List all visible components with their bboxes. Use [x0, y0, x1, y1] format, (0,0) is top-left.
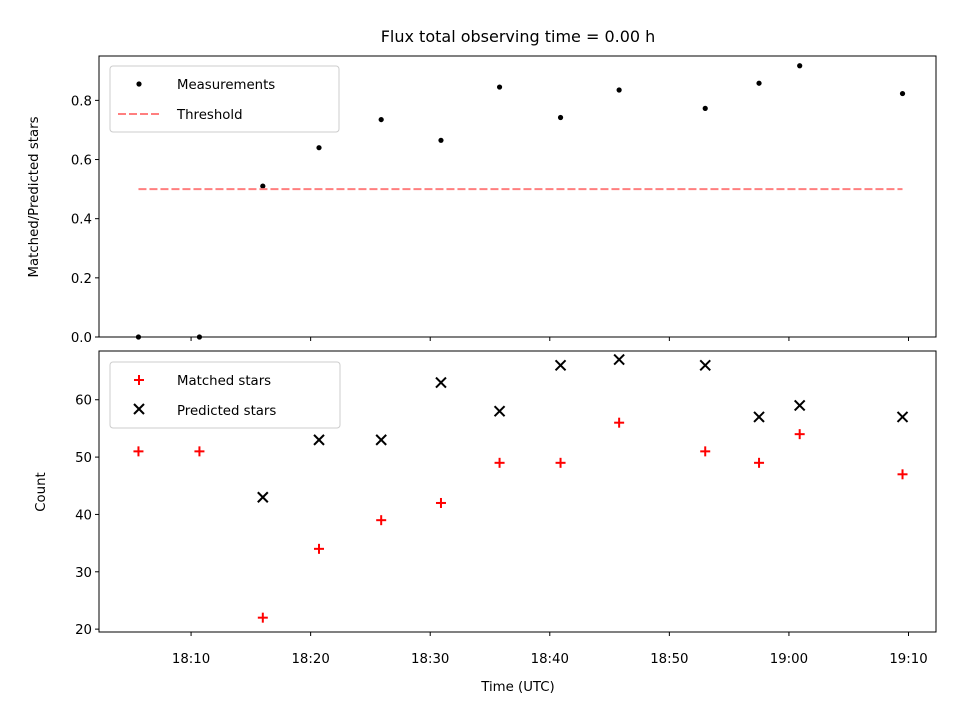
top-y-tick-label: 0.2: [71, 272, 92, 287]
x-tick-label: 18:30: [411, 652, 449, 667]
measurements-point: [438, 137, 444, 143]
matched-stars-point: [794, 429, 805, 440]
x-tick-label: 19:00: [770, 652, 808, 667]
measurements-point: [496, 84, 503, 90]
top-y-tick-label: 0.0: [71, 331, 92, 346]
legend-measurements-label: Measurements: [177, 78, 275, 93]
measurements-point: [557, 114, 564, 121]
top-y-tick-label: 0.6: [71, 154, 92, 169]
bottom-y-tick-label: 40: [75, 508, 92, 523]
predicted-stars-point: [793, 399, 806, 412]
top-y-axis-label: Matched/Predicted stars: [27, 116, 42, 277]
legend-measurements-marker: [136, 81, 142, 87]
predicted-stars-point: [375, 434, 387, 446]
x-axis-label: Time (UTC): [480, 680, 555, 695]
measurements-point: [756, 80, 762, 86]
legend-predicted-marker: [133, 403, 145, 415]
top-y-tick-label: 0.4: [71, 213, 92, 228]
predicted-stars-point: [699, 359, 711, 372]
matched-stars-point: [700, 446, 711, 457]
predicted-stars-point: [753, 411, 765, 423]
bottom-plot-area: [98, 350, 937, 633]
bottom-legend: Matched stars Predicted stars: [109, 361, 341, 429]
matched-stars-point: [194, 446, 205, 457]
x-tick-label: 19:10: [889, 652, 927, 667]
top-plot-area: [98, 55, 937, 338]
bottom-y-tick-label: 30: [75, 566, 92, 581]
legend-predicted-label: Predicted stars: [177, 404, 276, 419]
top-legend: Measurements Threshold: [109, 65, 340, 133]
measurements-point: [316, 145, 322, 151]
predicted-stars-point: [613, 353, 625, 366]
top-y-tick-label: 0.8: [71, 94, 92, 109]
measurements-point: [616, 87, 622, 93]
matched-stars-point: [257, 612, 268, 623]
bottom-y-tick-label: 50: [75, 451, 92, 466]
predicted-stars-point: [493, 405, 506, 417]
matched-stars-point: [376, 515, 387, 526]
measurements-point: [378, 116, 384, 123]
measurements-point: [702, 105, 708, 111]
legend-matched-marker: [134, 375, 144, 385]
predicted-stars-point: [257, 491, 269, 503]
matched-stars-point: [435, 497, 446, 508]
x-tick-label: 18:10: [172, 652, 210, 667]
predicted-stars-point: [896, 411, 909, 423]
matched-stars-point: [897, 469, 908, 480]
legend-threshold-label: Threshold: [176, 108, 243, 123]
predicted-stars-point: [435, 376, 447, 389]
measurements-point: [196, 334, 203, 340]
x-tick-label: 18:40: [531, 652, 569, 667]
bottom-panel: 20 30 40 50 60 18:10 18:20 18:30 18:40 18:50 19:0…: [34, 350, 937, 695]
matched-stars-point: [133, 446, 144, 457]
measurements-point: [797, 63, 803, 69]
bottom-y-tick-label: 60: [75, 394, 92, 409]
legend-matched-label: Matched stars: [177, 374, 271, 389]
matched-stars-point: [494, 457, 505, 468]
chart-title: Flux total observing time = 0.00 h: [381, 27, 656, 46]
bottom-y-axis-label: Count: [34, 472, 49, 512]
top-panel: 0.00.20.40.60.8 Matched/Predicted stars …: [27, 55, 937, 346]
predicted-stars-point: [554, 359, 567, 372]
bottom-y-tick-label: 20: [75, 623, 92, 638]
predicted-stars-point: [313, 434, 325, 446]
matched-stars-point: [754, 457, 765, 468]
measurements-point: [135, 334, 142, 340]
matched-stars-point: [614, 417, 625, 428]
measurements-point: [260, 183, 266, 189]
matched-stars-point: [555, 457, 566, 468]
matched-stars-point: [314, 543, 325, 554]
measurements-point: [899, 90, 906, 97]
x-tick-label: 18:50: [650, 652, 688, 667]
x-tick-label: 18:20: [291, 652, 329, 667]
